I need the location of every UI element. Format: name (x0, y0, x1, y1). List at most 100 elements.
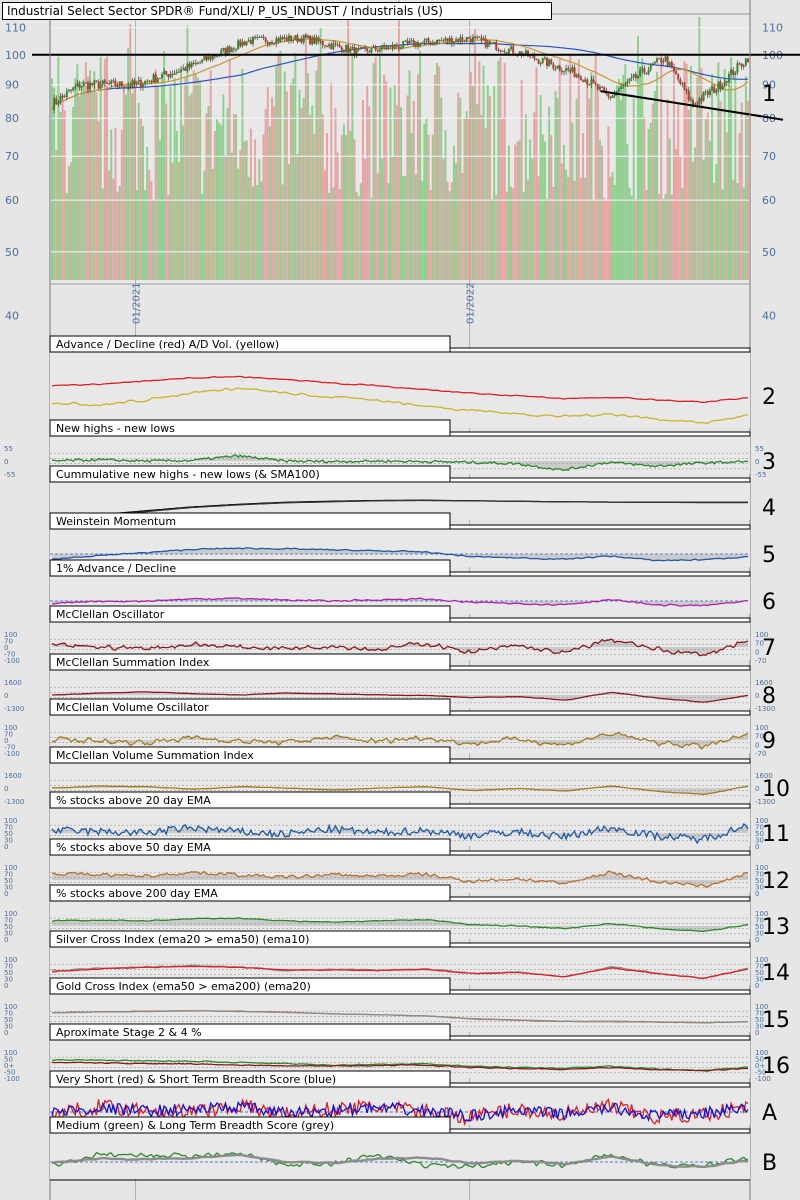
candle-body (732, 69, 735, 75)
candle-body (122, 86, 125, 89)
volume-bar (355, 192, 358, 280)
volume-bar (61, 94, 64, 280)
candle-body (463, 40, 466, 42)
volume-bar (319, 28, 322, 280)
volume-bar (76, 64, 79, 280)
candle-body (628, 78, 631, 82)
volume-bar (266, 86, 269, 280)
candle-body (613, 93, 616, 96)
support-trendline (600, 90, 784, 121)
volume-bar (271, 97, 274, 280)
candle-body (180, 69, 183, 72)
panel-title: Weinstein Momentum (56, 515, 176, 528)
candle-body (290, 35, 293, 42)
volume-bar (620, 99, 623, 281)
candle-body (416, 42, 419, 47)
panel-tick-left: -50 (4, 1069, 15, 1077)
panel-tick-right: 30 (755, 884, 764, 892)
panel-tick-left: 0 (4, 737, 8, 745)
candle-body (114, 80, 117, 87)
candle-body (199, 62, 202, 64)
candle-body (643, 68, 646, 73)
candle-body (249, 39, 252, 44)
volume-bar (313, 134, 316, 280)
candle-body (406, 40, 409, 44)
volume-bar (287, 164, 290, 280)
candle-body (465, 37, 468, 41)
volume-bar (158, 139, 161, 280)
volume-bar (628, 187, 631, 280)
volume-bar (467, 117, 470, 280)
candle-body (560, 70, 563, 73)
volume-bar (450, 182, 453, 280)
panel-series-line (51, 1061, 749, 1072)
candle-body (400, 47, 403, 49)
volume-bar (292, 78, 295, 281)
candle-body (556, 65, 559, 69)
volume-bar (503, 62, 506, 280)
panel-tick-right: 100 (755, 631, 768, 639)
panel-tick-left: -1300 (4, 705, 24, 713)
volume-bar (235, 114, 238, 280)
panel-title-box (49, 884, 451, 902)
volume-bar (592, 199, 595, 280)
candle-body (404, 40, 407, 42)
candle-body (471, 36, 474, 43)
candle-body (309, 35, 312, 45)
volume-bar (744, 76, 747, 281)
panel-tick-right: 1600 (755, 772, 773, 780)
candle-body (410, 40, 413, 42)
candle-body (723, 81, 726, 86)
candle-body (431, 42, 434, 45)
panel-title-tab (449, 477, 751, 483)
volume-bar (296, 154, 299, 280)
candle-body (211, 55, 214, 60)
panel-number: 2 (762, 385, 776, 410)
panel-title-box (49, 930, 451, 948)
candle-body (433, 42, 436, 45)
volume-bar (80, 81, 83, 281)
volume-bar (201, 193, 204, 280)
panel-title-box (49, 512, 451, 530)
volume-bar (499, 57, 502, 281)
volume-bar (376, 172, 379, 280)
candle-body (474, 36, 477, 38)
candle-body (357, 48, 360, 50)
candle-body (112, 80, 115, 82)
candle-body (353, 46, 356, 56)
panel-tick-right: -1300 (755, 798, 775, 806)
volume-bar (366, 85, 369, 280)
volume-bar (125, 94, 128, 280)
volume-bar (148, 169, 151, 280)
panel-title: Medium (green) & Long Term Breadth Score… (56, 1119, 334, 1132)
volume-bar (309, 114, 312, 280)
panel-tick-left: 30 (4, 930, 13, 938)
candle-body (636, 76, 639, 79)
volume-bar (169, 86, 172, 280)
volume-bar (89, 70, 92, 280)
volume-bar (150, 181, 153, 280)
volume-bar (575, 98, 578, 280)
panel-title: New highs - new lows (56, 422, 175, 435)
volume-bar (617, 78, 620, 280)
candle-body (586, 79, 589, 85)
candle-body (397, 46, 400, 49)
candle-body (653, 61, 656, 64)
panel-tick-left: 30 (4, 837, 13, 845)
candle-body (254, 36, 257, 38)
volume-bar (730, 57, 733, 281)
candle-body (524, 50, 527, 55)
volume-bar (691, 161, 694, 280)
panel-series-line (51, 638, 749, 657)
candle-body (691, 99, 694, 105)
candle-body (125, 86, 128, 89)
candle-body (402, 40, 405, 48)
candle-body (99, 84, 102, 89)
panel-number: A (762, 1101, 777, 1126)
candle-body (725, 81, 728, 83)
volume-bar (569, 54, 572, 280)
panel-series-line (51, 1153, 749, 1168)
volume-bar (116, 191, 119, 280)
candle-body (601, 86, 604, 88)
price-tick-right: 90 (762, 79, 776, 92)
